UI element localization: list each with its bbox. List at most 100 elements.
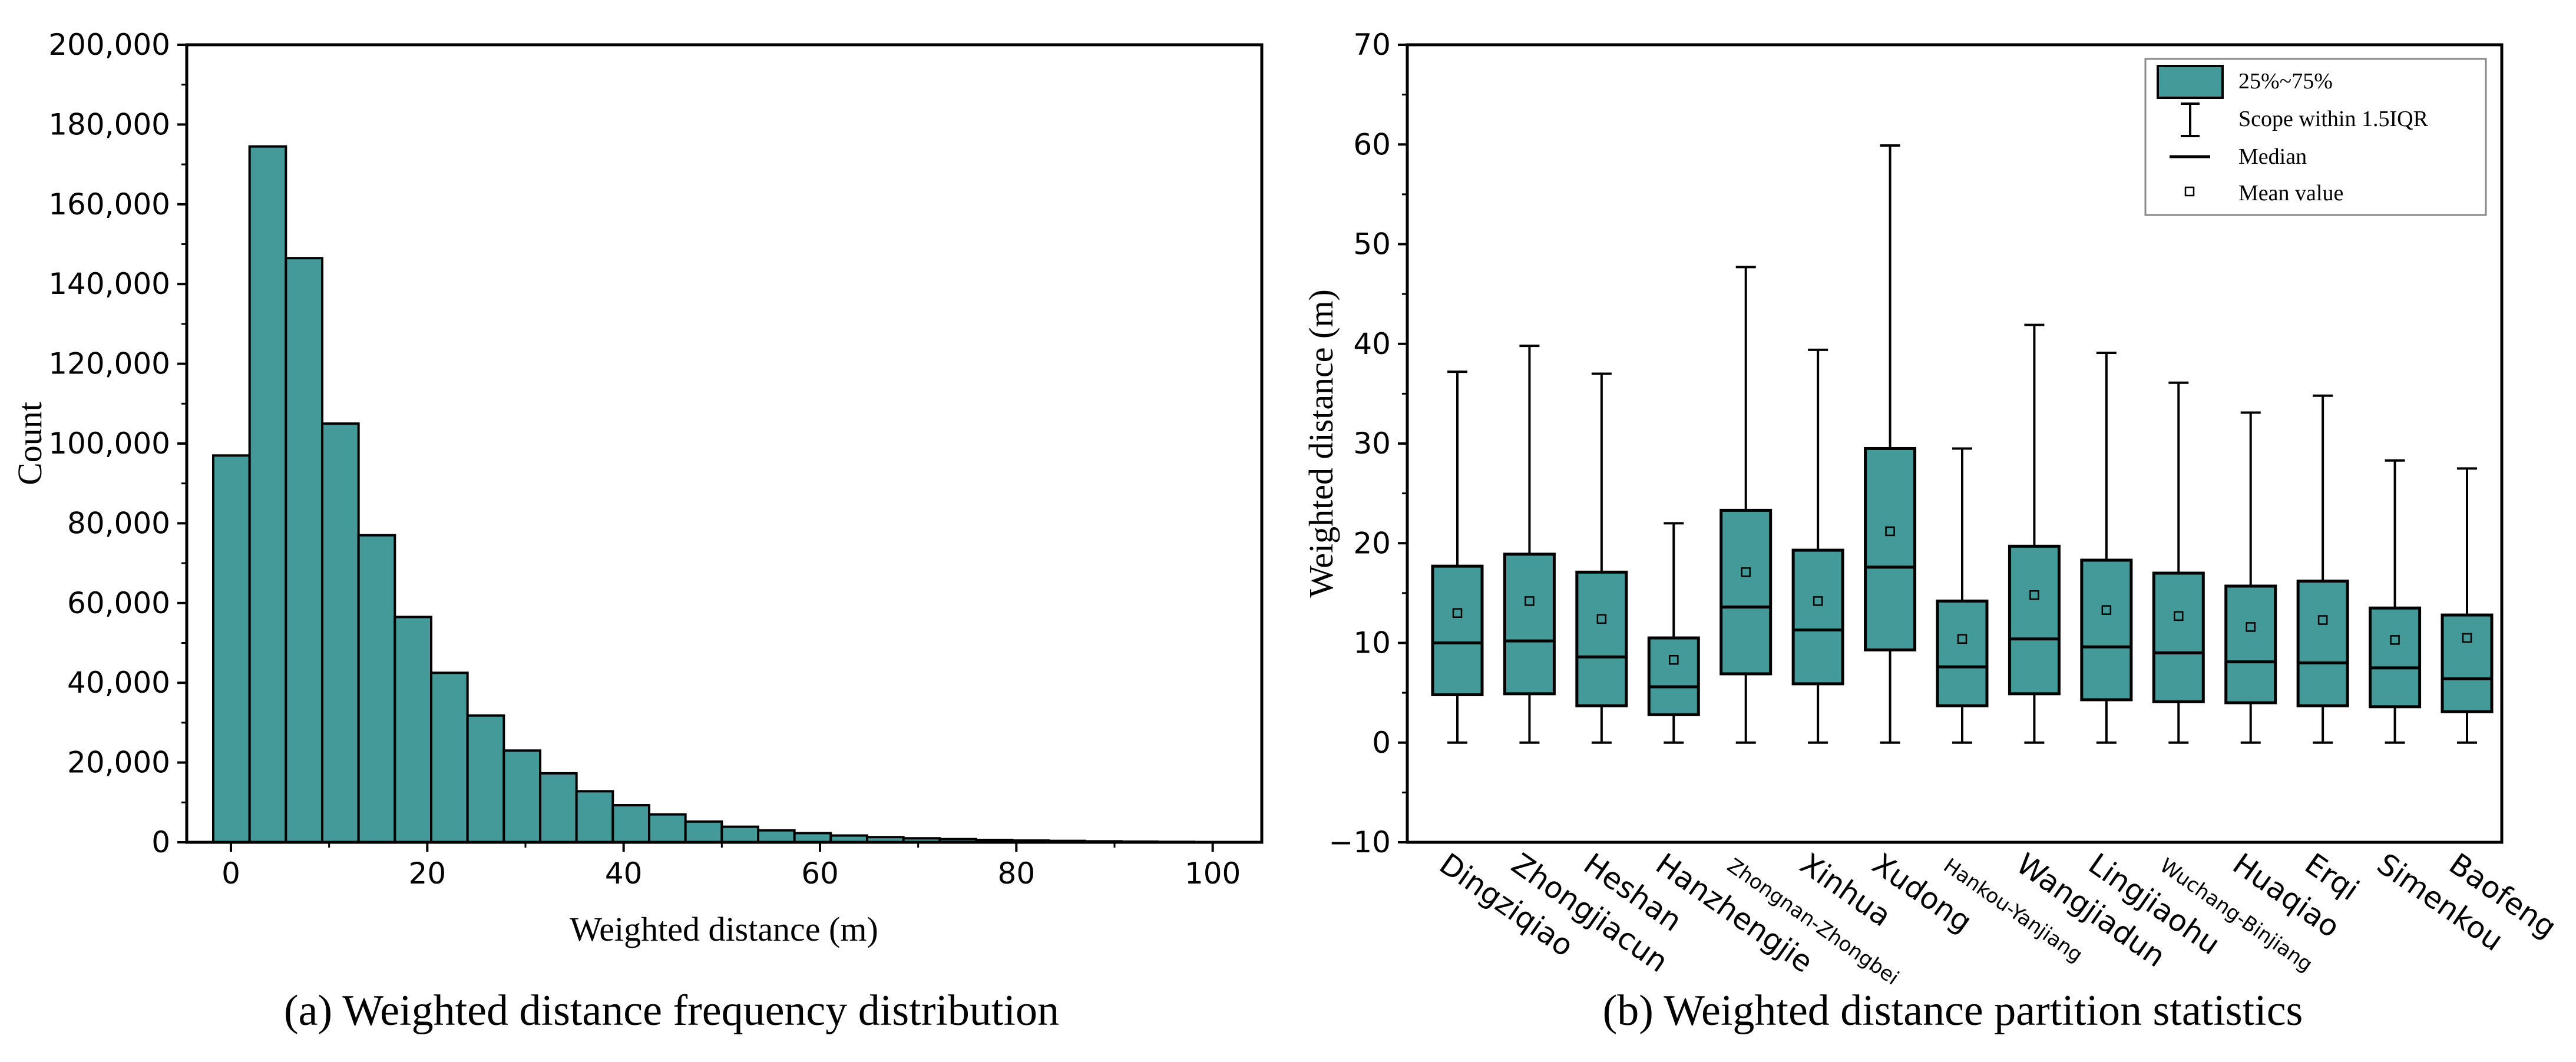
boxplot-iqr-box <box>1503 552 1556 696</box>
histogram-y-tick-label: 160,000 <box>48 187 170 221</box>
legend-label-median: Median <box>2238 144 2307 169</box>
boxplot-category-labels: DingziqiaoZhongjiacunHeshanHanzhengjieZh… <box>1433 846 2562 990</box>
boxplot-iqr-box <box>2152 571 2205 703</box>
boxplot-mean-marker <box>2101 605 2112 615</box>
boxplot-group <box>1575 372 1628 744</box>
boxplot-iqr-box <box>2296 580 2349 707</box>
boxplot-iqr-box <box>1936 599 1989 707</box>
legend-label-mean: Mean value <box>2238 181 2343 206</box>
boxplot-iqr-box <box>1864 446 1917 651</box>
histogram-y-tick-label: 100,000 <box>48 426 170 461</box>
histogram-chart: 0 20,000 40,000 60,000 80,000 100,000 120,000 1… <box>11 28 1264 1035</box>
boxplot-y-tick-label: 10 <box>1353 626 1391 660</box>
legend-box-swatch <box>2157 65 2224 99</box>
boxplot-group <box>2441 467 2494 744</box>
boxplot-group <box>1647 522 1700 744</box>
boxplot-mean-marker <box>1741 567 1751 577</box>
histogram-y-tick-label: 40,000 <box>67 666 170 700</box>
boxplot-chart: −10 0 10 20 30 40 50 60 70 DingziqiaoZhongjiacun… <box>1302 28 2562 1035</box>
histogram-bar <box>357 534 396 843</box>
histogram-y-axis-title: Count <box>11 402 49 485</box>
legend-label-whisker: Scope within 1.5IQR <box>2238 107 2429 131</box>
boxplot-caption: (b) Weighted distance partition statisti… <box>1603 987 2303 1035</box>
boxplot-mean-marker <box>1596 614 1607 624</box>
boxplot-group <box>1503 345 1556 744</box>
legend-mean-symbol <box>2184 186 2195 197</box>
histogram-y-tick-label: 80,000 <box>67 506 170 540</box>
histogram-y-tick-label: 0 <box>151 825 170 859</box>
boxplot-group <box>2369 459 2422 744</box>
boxplot-y-tick-label: 30 <box>1353 426 1391 461</box>
histogram-bar <box>684 820 723 844</box>
boxplot-y-tick-label: 40 <box>1353 327 1391 361</box>
boxplot-iqr-box <box>2369 606 2422 709</box>
histogram-bar <box>393 616 432 843</box>
boxplot-mean-marker <box>1525 596 1535 606</box>
boxplot-legend: 25%~75% Scope within 1.5IQR Median Mean … <box>2144 58 2487 216</box>
boxplot-iqr-box <box>2008 544 2061 696</box>
boxplot-y-tick-label: 50 <box>1353 227 1391 262</box>
boxplot-group <box>1791 348 1844 744</box>
boxplot-group <box>2224 411 2277 744</box>
boxplot-iqr-box <box>2080 558 2133 702</box>
histogram-x-tick-label: 40 <box>605 856 643 891</box>
histogram-y-tick-label: 140,000 <box>48 267 170 301</box>
histogram-y-tick-label: 200,000 <box>48 28 170 62</box>
histogram-bar <box>648 813 687 843</box>
boxplot-iqr-box <box>2224 584 2277 704</box>
histogram-x-tick-label: 20 <box>409 856 447 891</box>
boxplot-y-ticks: −10 0 10 20 30 40 50 60 70 <box>1328 28 1407 859</box>
boxplot-mean-marker <box>1957 634 1967 644</box>
histogram-bar <box>321 422 360 843</box>
boxplot-group <box>2296 394 2349 744</box>
histogram-bar <box>466 714 505 843</box>
histogram-y-ticks: 0 20,000 40,000 60,000 80,000 100,000 120,000 1… <box>48 28 187 859</box>
histogram-bar <box>757 829 796 843</box>
boxplot-mean-marker <box>2317 615 2328 625</box>
boxplot-iqr-box <box>1431 564 1484 697</box>
boxplot-mean-marker <box>2174 611 2184 621</box>
histogram-bar <box>430 671 469 844</box>
histogram-caption: (a) Weighted distance frequency distribu… <box>284 987 1059 1035</box>
histogram-x-tick-label: 100 <box>1185 856 1241 891</box>
histogram-y-tick-label: 120,000 <box>48 347 170 381</box>
boxplot-y-tick-label: 60 <box>1353 127 1391 161</box>
boxplot-mean-marker <box>1669 655 1679 665</box>
histogram-y-tick-label: 20,000 <box>67 746 170 780</box>
boxplot-iqr-box <box>2441 613 2494 713</box>
boxplot-mean-marker <box>2246 622 2256 632</box>
histogram-bar <box>502 749 541 844</box>
boxplot-y-tick-label: 70 <box>1353 28 1391 62</box>
boxplot-mean-marker <box>1885 526 1895 537</box>
histogram-x-ticks: 0 20 40 60 80 100 <box>221 842 1241 891</box>
boxplot-mean-marker <box>2029 590 2039 600</box>
histogram-y-tick-label: 60,000 <box>67 586 170 620</box>
histogram-bar <box>720 825 760 844</box>
histogram-bars <box>212 145 1196 844</box>
histogram-y-tick-label: 180,000 <box>48 107 170 141</box>
legend-label-iqr: 25%~75% <box>2238 69 2333 94</box>
boxplot-group <box>2152 381 2205 744</box>
boxplot-group <box>2080 351 2133 744</box>
boxplot-mean-marker <box>2462 633 2472 643</box>
histogram-bar <box>539 772 578 844</box>
boxplot-group <box>1431 370 1484 744</box>
boxplot-y-axis-title: Weighted distance (m) <box>1302 289 1340 598</box>
boxplot-iqr-box <box>1647 636 1700 716</box>
histogram-x-tick-label: 0 <box>221 856 240 891</box>
boxplot-y-tick-label: −10 <box>1328 825 1391 859</box>
legend-whisker-symbol <box>2181 102 2200 137</box>
histogram-bar <box>248 145 287 843</box>
boxplot-iqr-box <box>1719 508 1773 676</box>
histogram-x-axis-title: Weighted distance (m) <box>570 910 878 948</box>
legend-frame <box>2144 58 2487 216</box>
histogram-bar <box>212 454 251 843</box>
boxplot-group <box>2008 323 2061 744</box>
histogram-bar <box>611 804 651 843</box>
boxplot-group <box>1864 144 1917 744</box>
boxplot-mean-marker <box>1452 608 1463 618</box>
boxplot-iqr-box <box>1575 570 1628 707</box>
boxplot-iqr-box <box>1791 548 1844 686</box>
histogram-x-tick-label: 80 <box>998 856 1036 891</box>
